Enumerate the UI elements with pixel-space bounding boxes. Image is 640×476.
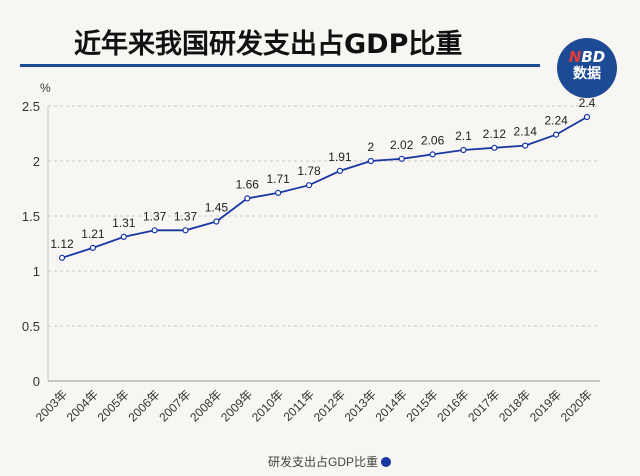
data-label: 2.02 — [390, 138, 414, 152]
x-tick-label: 2007年 — [156, 387, 193, 424]
data-label: 2.1 — [455, 129, 472, 143]
data-point — [583, 113, 591, 121]
x-tick-label: 2003年 — [33, 387, 70, 424]
y-tick-label: 1.5 — [22, 209, 40, 224]
data-label: 1.71 — [266, 172, 290, 186]
data-label: 1.21 — [81, 227, 105, 241]
data-point — [522, 142, 529, 149]
legend-label: 研发支出占GDP比重 — [268, 455, 379, 469]
data-label: 1.91 — [328, 150, 352, 164]
nbd-logo: NBD 数据 — [557, 38, 617, 98]
x-tick-label: 2013年 — [342, 387, 379, 424]
x-tick-label: 2010年 — [249, 387, 286, 424]
x-tick-label: 2016年 — [434, 387, 471, 424]
y-tick-label: 2.5 — [22, 99, 40, 114]
legend-marker — [381, 456, 392, 467]
data-label: 1.12 — [50, 237, 74, 251]
data-point — [275, 189, 282, 196]
data-label: 2.12 — [483, 127, 507, 141]
data-point — [367, 157, 374, 165]
x-tick-label: 2017年 — [465, 387, 502, 424]
y-tick-label: 2 — [33, 154, 40, 169]
data-point — [213, 218, 220, 225]
data-point — [491, 144, 498, 151]
data-label: 2 — [367, 140, 374, 154]
x-tick-label: 2019年 — [527, 387, 564, 424]
title-underline — [20, 64, 540, 67]
x-tick-label: 2009年 — [218, 387, 255, 424]
data-point — [182, 227, 189, 234]
data-label: 1.66 — [236, 177, 260, 191]
chart-title: 近年来我国研发支出占GDP比重 — [74, 29, 463, 60]
data-label: 1.37 — [174, 209, 198, 223]
x-tick-label: 2011年 — [281, 387, 318, 424]
data-point — [460, 146, 467, 154]
x-tick-label: 2004年 — [64, 387, 101, 424]
data-point — [89, 244, 96, 251]
x-tick-label: 2006年 — [126, 387, 163, 424]
data-label: 2.14 — [514, 125, 538, 139]
x-tick-label: 2005年 — [95, 387, 132, 424]
x-tick-label: 2014年 — [373, 387, 410, 424]
data-label: 1.31 — [112, 216, 136, 230]
y-tick-label: 0 — [33, 374, 40, 389]
x-tick-label: 2012年 — [311, 387, 348, 424]
data-point — [305, 182, 313, 189]
data-point — [553, 131, 560, 138]
data-label: 2.24 — [544, 114, 568, 128]
x-tick-label: 2018年 — [496, 387, 533, 424]
data-label: 2.4 — [579, 96, 596, 110]
data-point — [244, 195, 251, 202]
y-tick-label: 0.5 — [22, 319, 40, 334]
data-point — [429, 151, 436, 158]
x-tick-label: 2008年 — [187, 387, 224, 424]
data-label: 1.45 — [205, 201, 229, 215]
data-label: 1.78 — [297, 164, 321, 178]
x-tick-label: 2015年 — [403, 387, 440, 424]
data-label: 1.37 — [143, 209, 167, 223]
series-line — [61, 116, 588, 259]
data-point — [151, 227, 158, 234]
legend: 研发支出占GDP比重 — [268, 453, 392, 470]
data-point — [398, 155, 405, 162]
y-axis-unit: % — [40, 81, 51, 95]
data-point — [58, 254, 66, 261]
data-point — [120, 233, 127, 240]
data-label: 2.06 — [421, 133, 445, 147]
y-tick-label: 1 — [33, 264, 40, 279]
x-tick-label: 2020年 — [558, 387, 595, 424]
data-point — [336, 167, 344, 174]
